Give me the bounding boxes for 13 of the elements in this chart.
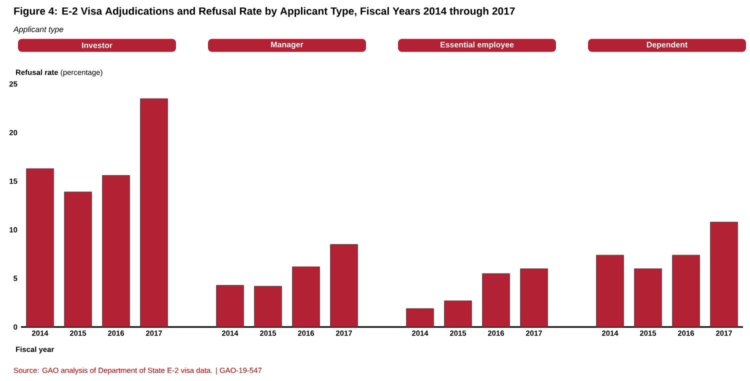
bar (102, 175, 130, 327)
bar (520, 268, 548, 327)
bar (444, 300, 472, 327)
text: Figure 4: E-2 Visa Adjudications and Refusal Rate by Applicant Type, Fiscal Years 2014 through 2017 (14, 7, 515, 17)
bar (26, 168, 54, 327)
bar (292, 266, 320, 327)
bar (140, 98, 168, 327)
bar (482, 273, 510, 327)
bar (406, 308, 434, 327)
bar (216, 285, 244, 327)
bar (254, 286, 282, 327)
bar (64, 192, 92, 327)
bar (330, 244, 358, 327)
